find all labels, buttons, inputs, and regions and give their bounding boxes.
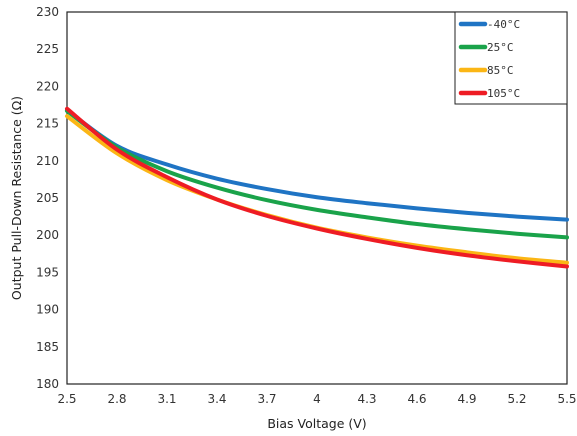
x-tick-label: 5.5 bbox=[557, 392, 576, 406]
legend-label: 25°C bbox=[487, 41, 514, 54]
y-tick-label: 215 bbox=[36, 117, 59, 131]
legend-label: -40°C bbox=[487, 18, 520, 31]
x-tick-label: 3.1 bbox=[157, 392, 176, 406]
x-tick-label: 2.5 bbox=[57, 392, 76, 406]
y-tick-label: 210 bbox=[36, 154, 59, 168]
y-tick-label: 225 bbox=[36, 42, 59, 56]
y-tick-label: 230 bbox=[36, 5, 59, 19]
x-axis-ticks: 2.5 2.8 3.1 3.4 3.7 4 4.3 4.6 4.9 5.2 5.5 bbox=[57, 392, 576, 406]
x-tick-label: 4.3 bbox=[357, 392, 376, 406]
y-tick-label: 220 bbox=[36, 79, 59, 93]
x-tick-label: 4.9 bbox=[457, 392, 476, 406]
legend: -40°C 25°C 85°C 105°C bbox=[454, 11, 568, 105]
series-line-3 bbox=[65, 106, 569, 269]
y-tick-label: 195 bbox=[36, 265, 59, 279]
series-line-0 bbox=[65, 108, 569, 222]
y-axis-title: Output Pull-Down Resistance (Ω) bbox=[9, 96, 24, 300]
series-layer bbox=[65, 106, 569, 269]
legend-label: 85°C bbox=[487, 64, 514, 77]
y-tick-label: 180 bbox=[36, 377, 59, 391]
y-tick-label: 200 bbox=[36, 228, 59, 242]
y-tick-label: 190 bbox=[36, 303, 59, 317]
x-tick-label: 2.8 bbox=[107, 392, 126, 406]
x-tick-label: 4 bbox=[313, 392, 321, 406]
legend-label: 105°C bbox=[487, 87, 520, 100]
x-tick-label: 4.6 bbox=[407, 392, 426, 406]
y-tick-label: 205 bbox=[36, 191, 59, 205]
x-tick-label: 5.2 bbox=[507, 392, 526, 406]
x-tick-label: 3.4 bbox=[207, 392, 226, 406]
x-tick-label: 3.7 bbox=[257, 392, 276, 406]
x-axis-title: Bias Voltage (V) bbox=[267, 416, 366, 431]
legend-box bbox=[454, 11, 568, 105]
series-line-1 bbox=[65, 108, 569, 240]
y-axis-ticks: 180 185 190 195 200 205 210 215 220 225 230 bbox=[36, 5, 59, 391]
y-tick-label: 185 bbox=[36, 340, 59, 354]
